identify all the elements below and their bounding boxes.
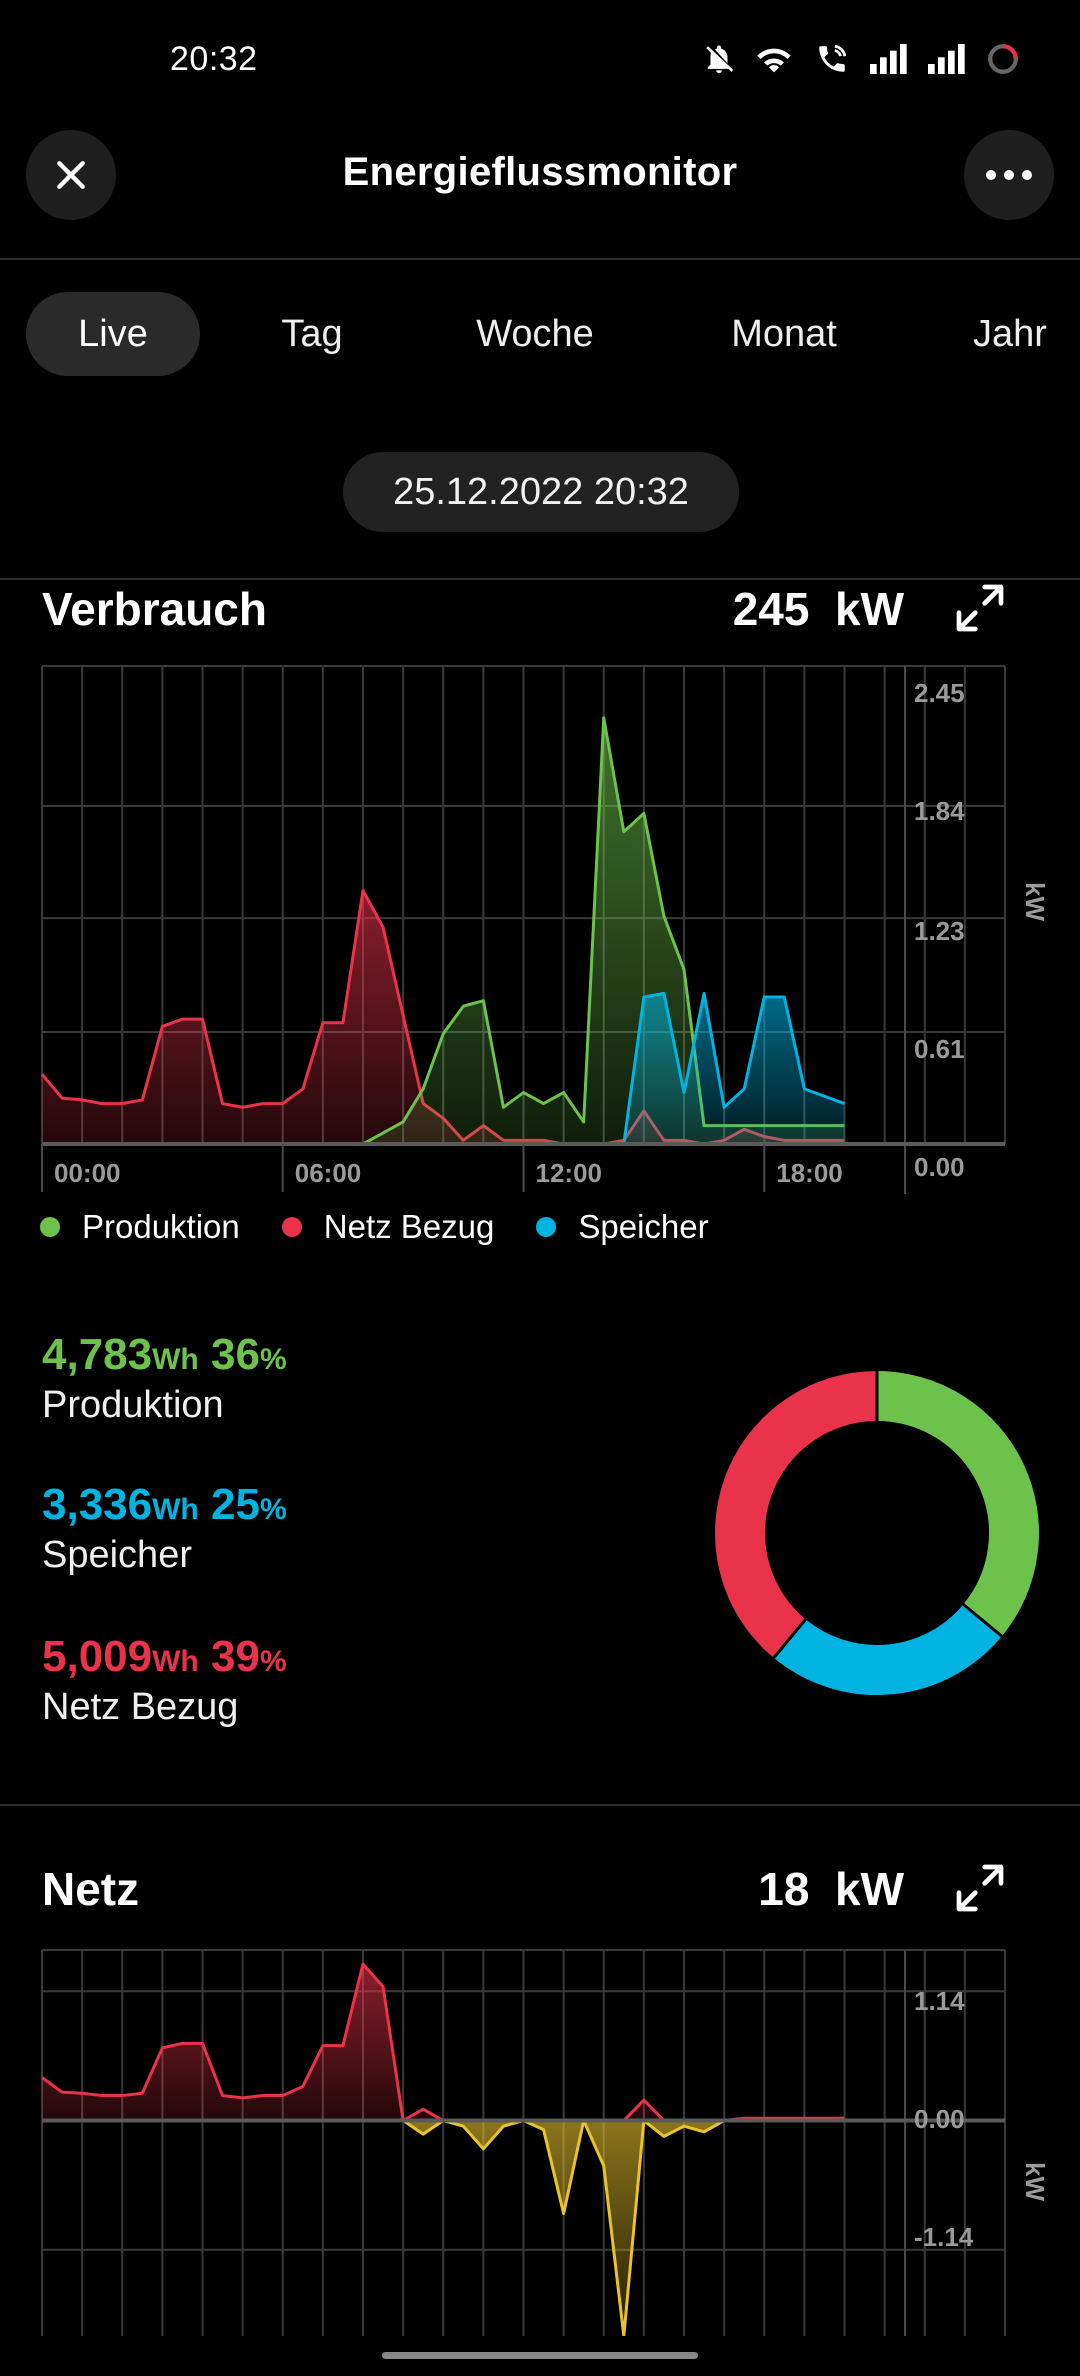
stat-netz-bezug: 5,009Wh 39% Netz Bezug (42, 1632, 287, 1729)
legend-dot (536, 1217, 557, 1237)
stat-percent: 36 (210, 1330, 260, 1379)
legend-item-speicher: Speicher (536, 1208, 709, 1246)
grid-value: 18 kW (758, 1862, 904, 1916)
series-area-einspeisung (403, 2120, 725, 2336)
y-tick-label: 0.61 (914, 1034, 965, 1064)
date-divider (0, 578, 1080, 580)
stat-percent-sign: % (259, 1343, 287, 1376)
stat-label: Speicher (42, 1534, 192, 1576)
tab-tag[interactable]: Tag (281, 312, 343, 355)
y-tick-label: 0.00 (914, 2104, 965, 2134)
series-line-einspeisung (402, 2119, 725, 2336)
x-tick-label: 12:00 (536, 1158, 603, 1188)
stat-value-line: 5,009Wh 39% (42, 1632, 287, 1682)
grid-chart: 1.14 0.00 -1.14 kW (41, 1949, 1050, 2336)
legend-item-netz-bezug: Netz Bezug (281, 1208, 495, 1246)
signal-icon (928, 44, 965, 74)
mute-bell-icon (706, 45, 734, 74)
donut-separator (772, 1618, 807, 1659)
stat-unit: Wh (152, 1645, 199, 1678)
stat-percent-sign: % (259, 1493, 287, 1526)
stat-percent: 25 (210, 1480, 260, 1529)
donut-segment-speicher (773, 1603, 1002, 1695)
x-tick-label: 06:00 (295, 1158, 362, 1188)
more-options-button[interactable] (964, 130, 1054, 220)
date-selector[interactable]: 25.12.2022 20:32 (343, 452, 739, 532)
donut-segment-netz-bezug (715, 1371, 878, 1658)
app-bar: Energieflussmonitor (0, 130, 1080, 226)
legend-item-produktion: Produktion (40, 1208, 240, 1246)
stat-speicher: 3,336Wh 25% Speicher (42, 1480, 287, 1577)
close-button[interactable] (26, 130, 116, 220)
y-tick-label: 0.00 (914, 1152, 965, 1182)
expand-icon[interactable] (952, 580, 1008, 636)
consumption-chart: 2.45 1.84 1.23 0.61 0.00 00:00 06:00 12:00 18:00… (40, 665, 1050, 1194)
stat-unit: Wh (152, 1343, 199, 1376)
consumption-value-number: 245 (732, 583, 810, 635)
legend-label: Speicher (578, 1208, 709, 1245)
stat-value: 5,009 (42, 1632, 153, 1681)
wifi-calling-icon (819, 44, 847, 72)
status-time: 20:32 (170, 40, 258, 78)
donut-separator (962, 1603, 1003, 1638)
stat-unit: Wh (152, 1493, 199, 1526)
tab-woche[interactable]: Woche (476, 312, 594, 355)
header-divider (0, 258, 1080, 260)
legend-label: Produktion (82, 1208, 240, 1245)
stat-label: Produktion (42, 1384, 224, 1426)
stat-value: 4,783 (42, 1330, 153, 1379)
stat-percent-sign: % (259, 1645, 287, 1678)
stat-label: Netz Bezug (42, 1686, 239, 1728)
stat-value: 3,336 (42, 1480, 153, 1529)
share-donut-chart (715, 1371, 1039, 1695)
wifi-icon (757, 48, 791, 73)
more-horizontal-icon (986, 170, 1032, 180)
tab-monat[interactable]: Monat (731, 312, 837, 355)
consumption-value: 245 kW (733, 582, 904, 636)
stat-value-line: 4,783Wh 36% (42, 1330, 287, 1380)
grid-value-unit: kW (835, 1863, 904, 1915)
battery-saver-icon (988, 44, 1018, 74)
stat-percent: 39 (210, 1632, 260, 1681)
legend-label: Netz Bezug (323, 1208, 495, 1245)
y-axis-title: kW (1020, 2162, 1050, 2201)
tab-jahr[interactable]: Jahr (973, 312, 1047, 355)
y-tick-label: 1.84 (914, 796, 965, 826)
page-title: Energieflussmonitor (342, 150, 738, 194)
section-divider (0, 1804, 1080, 1806)
status-bar: 20:32 (0, 0, 1080, 120)
grid-title: Netz (42, 1863, 140, 1915)
y-tick-label: 1.14 (914, 1986, 965, 2016)
close-icon (57, 161, 85, 189)
consumption-legend: Produktion Netz Bezug Speicher (40, 1208, 709, 1246)
y-axis-title: kW (1020, 882, 1050, 921)
x-tick-label: 00:00 (54, 1158, 121, 1188)
x-tick-label: 18:00 (776, 1158, 843, 1188)
y-tick-label: -1.14 (914, 2222, 974, 2252)
y-tick-label: 2.45 (914, 678, 965, 708)
series-area-netz-bezug (42, 890, 845, 1144)
consumption-value-unit: kW (835, 583, 904, 635)
chart-grid (41, 1949, 1006, 2336)
grid-value-number: 18 (758, 1863, 810, 1915)
status-icons (702, 42, 1020, 76)
consumption-title: Verbrauch (42, 583, 267, 635)
legend-dot (40, 1217, 60, 1237)
donut-segment-produktion (876, 1371, 1039, 1637)
home-indicator[interactable] (382, 2352, 698, 2359)
tab-live[interactable]: Live (26, 292, 200, 376)
series-area-netz-bezug (42, 1964, 845, 2121)
signal-icon (870, 44, 907, 74)
expand-icon[interactable] (952, 1860, 1008, 1916)
y-tick-label: 1.23 (914, 916, 965, 946)
period-tabs: Live Tag Woche Monat Jahr (0, 292, 1080, 376)
stat-produktion: 4,783Wh 36% Produktion (42, 1330, 287, 1427)
series-line-speicher (622, 991, 846, 1145)
series-area-produktion (363, 717, 845, 1144)
stat-value-line: 3,336Wh 25% (42, 1480, 287, 1530)
series-area-speicher (623, 993, 845, 1144)
legend-dot (281, 1217, 302, 1237)
